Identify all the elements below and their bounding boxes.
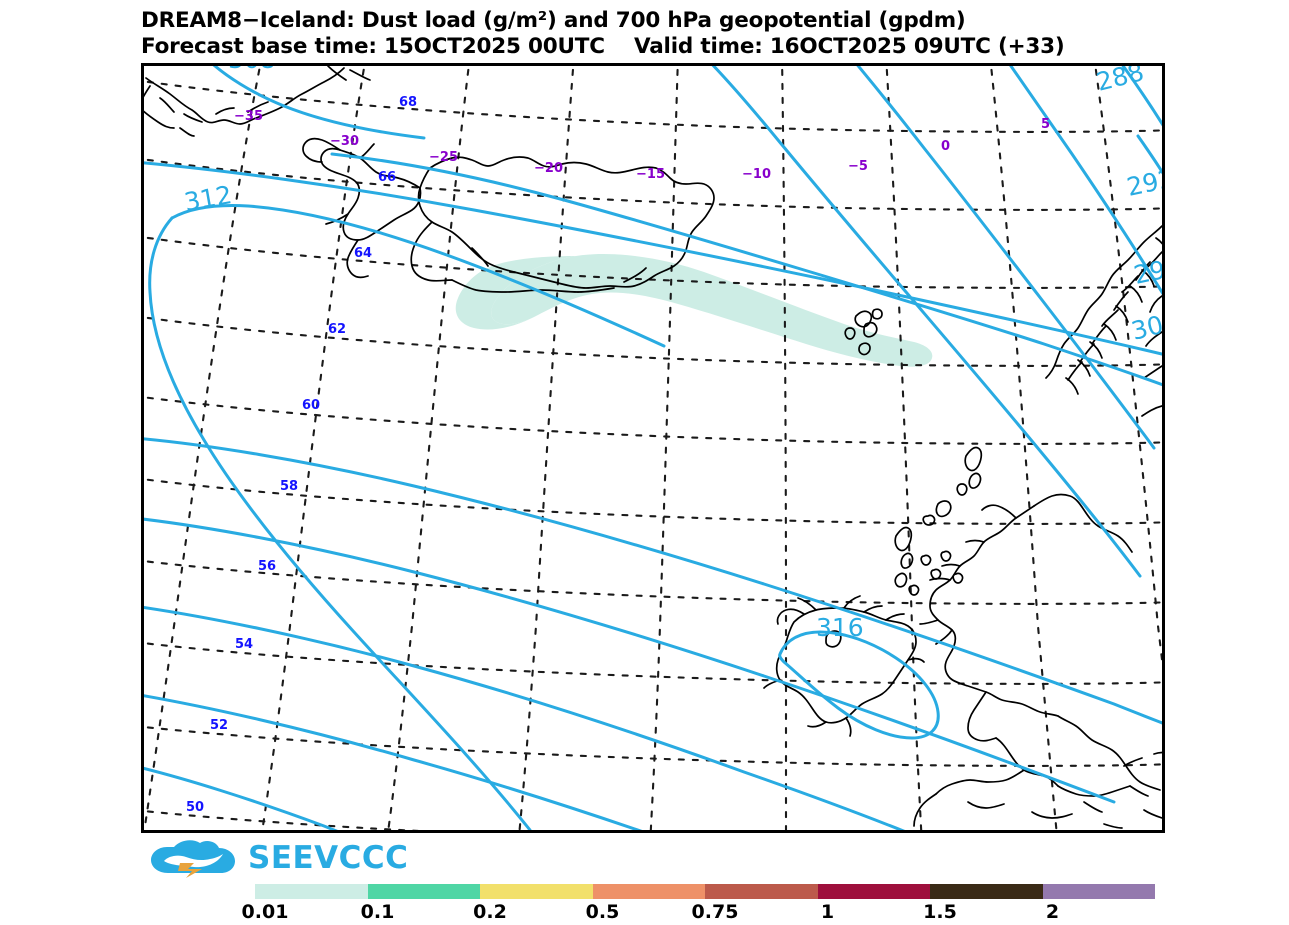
colorbar-tick-1: 1	[820, 901, 835, 923]
colorbar-segment-1	[817, 884, 930, 899]
colorbar-tick-0.01: 0.01	[241, 901, 289, 923]
colorbar-tick-0.75: 0.75	[691, 901, 739, 923]
colorbar-segment-0.1	[367, 884, 480, 899]
chart-title-block: DREAM8−Iceland: Dust load (g/m²) and 700…	[141, 8, 1289, 60]
colorbar-tick-0.1: 0.1	[360, 901, 395, 923]
lat-label-56: 56	[258, 559, 276, 574]
dust-plume-shading	[455, 253, 933, 367]
lat-label-64: 64	[354, 246, 372, 261]
colorbar-segment-0.5	[592, 884, 705, 899]
colorbar-segment-0.2	[480, 884, 593, 899]
lon-label-minus5: −5	[848, 159, 868, 174]
colorbar-segment-2	[1042, 884, 1155, 899]
contour-label-300: 300	[1128, 306, 1162, 346]
logo-text: SEEVCCC	[248, 839, 409, 876]
contour-label-288: 288	[1093, 66, 1146, 97]
lat-label-68: 68	[399, 95, 417, 110]
lon-label-minus25: −25	[429, 150, 458, 165]
lon-label-minus30: −30	[330, 134, 359, 149]
colorbar-tick-labels: 0.01 0.1 0.2 0.5 0.75 1 1.5 2	[242, 899, 1155, 923]
cloud-icon	[151, 840, 235, 878]
contour-label-316: 316	[816, 613, 864, 642]
contour-label-312: 312	[182, 180, 234, 217]
lon-label-minus10: −10	[742, 167, 771, 182]
contour-label-308: 308	[228, 66, 276, 74]
colorbar-segment-1.5	[930, 884, 1043, 899]
lon-label-minus15: −15	[636, 167, 665, 182]
seevccc-logo[interactable]: SEEVCCC	[148, 836, 408, 880]
lat-label-60: 60	[302, 398, 320, 413]
lon-label-minus20: −20	[534, 161, 563, 176]
geopotential-contours	[144, 66, 1162, 830]
colorbar-tick-0.5: 0.5	[585, 901, 620, 923]
lon-label-minus35: −35	[234, 109, 263, 124]
colorbar-tick-1.5: 1.5	[923, 901, 957, 923]
colorbar-tick-0.2: 0.2	[473, 901, 507, 923]
contour-label-296: 296	[1131, 252, 1162, 290]
graticule-parallels	[144, 80, 1162, 830]
coastlines	[144, 66, 1162, 829]
lat-label-66: 66	[378, 170, 396, 185]
lon-label-0: 0	[941, 139, 950, 154]
lat-label-54: 54	[235, 637, 253, 652]
lat-label-58: 58	[280, 479, 298, 494]
lat-label-50: 50	[186, 800, 204, 815]
colorbar-segment-0.75	[705, 884, 818, 899]
longitude-labels: −35 −30 −25 −20 −15 −10 −5 0 5	[234, 109, 1050, 182]
contour-labels: 308 288 312 292 296 300 316	[182, 66, 1162, 642]
colorbar-strip	[255, 884, 1155, 899]
lat-label-52: 52	[210, 718, 228, 733]
dust-load-colorbar[interactable]: 0.01 0.1 0.2 0.5 0.75 1 1.5 2	[242, 884, 1155, 923]
map-panel[interactable]: 68 66 64 62 60 58 56 54 52 50 −35 −30 −25 −20 −15 −10−…	[141, 63, 1165, 833]
colorbar-tick-2: 2	[1045, 901, 1060, 923]
chart-subtitle: Forecast base time: 15OCT2025 00UTC Vali…	[141, 34, 1065, 59]
page-title: DREAM8−Iceland: Dust load (g/m²) and 700…	[141, 8, 966, 33]
lon-label-5: 5	[1041, 117, 1050, 132]
latitude-labels: 68 66 64 62 60 58 56 54 52 50	[186, 95, 417, 815]
contour-label-292: 292	[1124, 164, 1162, 202]
colorbar-segment-0.01	[255, 884, 368, 899]
lat-label-62: 62	[328, 322, 346, 337]
